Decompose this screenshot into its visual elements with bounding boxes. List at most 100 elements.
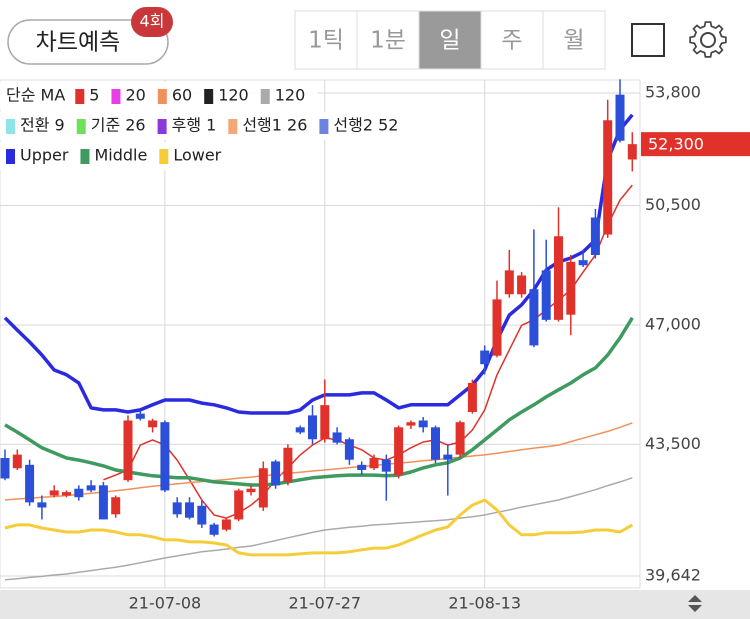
candle-body xyxy=(172,502,182,515)
candle-body xyxy=(357,464,367,470)
candle-body xyxy=(554,236,563,320)
legend-prefix: 단순 MA xyxy=(6,86,65,105)
candle-body xyxy=(504,270,514,295)
y-tick-label: 53,800 xyxy=(645,82,701,101)
candle-body xyxy=(627,144,637,160)
legend-bg xyxy=(0,142,234,170)
legend-bg xyxy=(0,112,411,140)
x-axis-strip xyxy=(0,590,750,619)
indicator-line xyxy=(4,316,634,487)
legend-label: Upper xyxy=(20,146,69,165)
legend-label: Lower xyxy=(173,146,221,165)
y-tick-label: 47,000 xyxy=(645,314,701,333)
candle-body xyxy=(431,427,440,460)
legend-swatch xyxy=(319,119,329,134)
candle-body xyxy=(209,524,219,535)
legend-swatch xyxy=(6,119,15,134)
indicator-line xyxy=(4,498,634,557)
candle-body xyxy=(148,420,158,428)
scroll-arrows[interactable] xyxy=(688,595,702,612)
legend-label: 5 xyxy=(89,86,99,105)
period-tab[interactable] xyxy=(542,10,606,70)
candle-body xyxy=(603,120,613,235)
legend-swatch xyxy=(80,149,90,164)
legend-label: 선행2 52 xyxy=(333,116,398,135)
period-tab[interactable] xyxy=(356,10,420,70)
candle-body xyxy=(221,519,231,530)
badge-label: 4회 xyxy=(140,12,165,31)
legend-label: 60 xyxy=(172,86,192,105)
candle-body xyxy=(541,270,551,320)
period-label: 일 xyxy=(439,28,460,54)
candle-body xyxy=(271,461,281,486)
candle-body xyxy=(418,420,428,428)
candle-body xyxy=(578,260,588,266)
badge xyxy=(131,7,173,37)
legend-swatch xyxy=(157,89,167,104)
price-tag-label: 52,300 xyxy=(648,135,704,154)
candle-body xyxy=(111,497,121,515)
legend-label: 전환 9 xyxy=(20,116,65,135)
legend-swatch xyxy=(204,89,214,104)
legend-label: 후행 1 xyxy=(172,116,217,135)
candle-body xyxy=(160,422,170,491)
candle-body xyxy=(369,458,379,469)
candle-body xyxy=(308,415,317,440)
candle-body xyxy=(381,459,391,472)
indicator-line xyxy=(3,113,634,415)
legend-label: 20 xyxy=(125,86,145,105)
legend-label: 120 xyxy=(218,86,249,105)
candle-body xyxy=(234,490,244,520)
period-label: 1틱 xyxy=(308,28,344,54)
y-tick-label: 39,642 xyxy=(645,565,701,584)
period-label: 1분 xyxy=(370,28,406,54)
period-tab[interactable] xyxy=(480,10,544,70)
period-tabs: 1틱 1분 일 주 월 xyxy=(294,10,606,70)
legend-label: 기준 26 xyxy=(91,116,146,135)
x-tick-label: 21-07-08 xyxy=(129,594,202,613)
candle-body xyxy=(467,382,477,412)
indicator-line xyxy=(4,422,633,501)
candle-body xyxy=(25,464,35,503)
legend-swatch xyxy=(6,149,15,164)
legend-label: 120 xyxy=(275,86,306,105)
candle-body xyxy=(615,94,625,141)
legend-swatch xyxy=(75,89,85,104)
legend-swatch xyxy=(157,119,167,134)
settings-icon[interactable] xyxy=(689,21,727,58)
period-tab[interactable] xyxy=(418,10,482,70)
candle-body xyxy=(123,420,133,481)
period-label: 월 xyxy=(563,28,584,54)
candle-body xyxy=(246,488,256,493)
candle-body xyxy=(529,289,539,346)
candle-body xyxy=(443,454,453,460)
candle-body xyxy=(74,488,84,498)
price-tag xyxy=(641,132,750,157)
candle-body xyxy=(517,275,527,295)
period-label: 주 xyxy=(501,28,522,54)
legend-swatch xyxy=(228,119,238,134)
square-icon[interactable] xyxy=(631,23,665,57)
candle-body xyxy=(37,502,47,508)
legend-swatch xyxy=(111,89,121,104)
legend-swatch xyxy=(159,149,169,164)
y-tick-label: 43,500 xyxy=(645,434,701,453)
candle-body xyxy=(492,299,502,356)
candle-body xyxy=(197,505,207,525)
predict-button[interactable] xyxy=(7,19,169,65)
candle-body xyxy=(86,485,96,491)
candle-body xyxy=(0,458,10,479)
legend-label: 선행1 26 xyxy=(242,116,307,135)
candle-body xyxy=(185,502,194,518)
candle-body xyxy=(320,405,330,440)
legend-swatch xyxy=(260,89,270,104)
candle-body xyxy=(62,492,71,496)
candle-body xyxy=(480,350,490,365)
candle-body xyxy=(566,261,576,315)
candle-body xyxy=(49,490,59,496)
candle-body xyxy=(455,422,465,455)
candle-body xyxy=(283,447,293,482)
candle-body xyxy=(98,485,108,520)
candle-body xyxy=(590,217,600,256)
